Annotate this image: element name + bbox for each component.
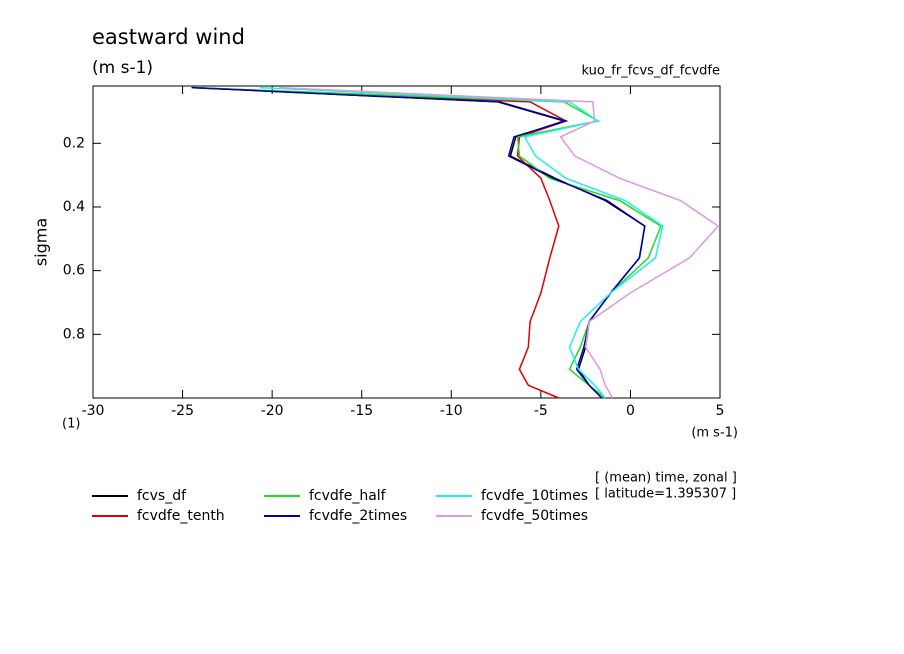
x-axis-unit: (m s-1) (691, 426, 738, 441)
x-tick-label: -10 (440, 403, 463, 419)
x-tick-label: 5 (716, 403, 725, 419)
series-line (259, 86, 664, 399)
legend-label: fcvdfe_50times (481, 508, 588, 524)
series-line (279, 86, 720, 399)
x-tick-label: -25 (171, 403, 194, 419)
legend-label: fcvs_df (137, 488, 187, 504)
y-tick-label: 0.2 (63, 135, 85, 151)
series-line (193, 86, 646, 399)
plot-frame (92, 85, 721, 399)
x-tick-label: -20 (261, 403, 284, 419)
x-tick-label: -30 (82, 403, 105, 419)
legend-label: fcvdfe_2times (309, 508, 407, 524)
note: [ (mean) time, zonal ] (595, 471, 737, 486)
x-tick-label: 0 (626, 403, 635, 419)
x-tick-label: -15 (350, 403, 373, 419)
legend-label: fcvdfe_10times (481, 488, 588, 504)
y-axis-label: sigma (32, 218, 51, 266)
x-tick-label: -5 (534, 403, 548, 419)
chart-subtitle: (m s-1) (92, 58, 153, 78)
note: [ latitude=1.395307 ] (595, 487, 736, 502)
series-line (193, 86, 568, 399)
legend-label: fcvdfe_half (309, 488, 387, 504)
legend-label: fcvdfe_tenth (137, 508, 225, 524)
series-line (191, 86, 646, 399)
y-tick-label: 0.8 (63, 326, 85, 342)
chart-title: eastward wind (92, 25, 245, 49)
run-label: kuo_fr_fcvs_df_fcvdfe (581, 64, 720, 79)
y-tick-label: 0.6 (63, 263, 85, 279)
series-line (193, 86, 662, 399)
y-axis-unit: (1) (62, 417, 80, 432)
y-tick-label: 0.4 (63, 199, 85, 215)
